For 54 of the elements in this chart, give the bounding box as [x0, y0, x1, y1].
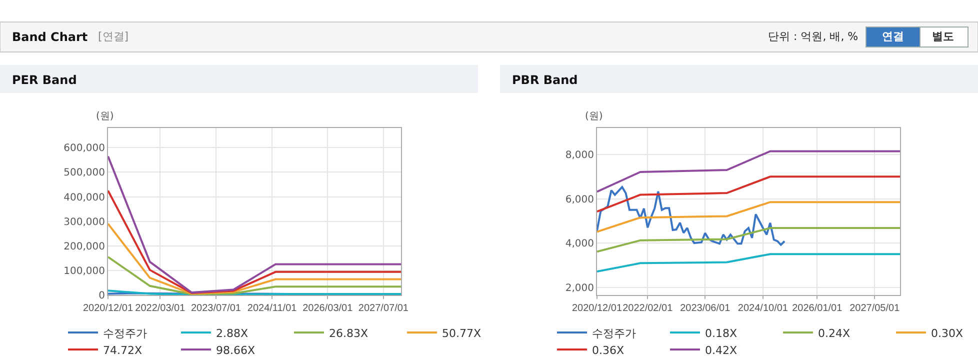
line-series [597, 201, 900, 233]
text: 별도 [932, 30, 954, 43]
line-series [108, 155, 401, 294]
line-series [597, 150, 900, 193]
line-series [597, 253, 900, 273]
text: [연결] [98, 30, 129, 43]
legend-label: 2.88X [216, 326, 248, 340]
y-tick-label: 600,000 [64, 143, 105, 154]
x-tick-label: 2026/03/01 [302, 303, 354, 314]
y-tick-label: 400,000 [64, 192, 105, 204]
legend-label: 0.18X [705, 326, 738, 340]
line-series [108, 222, 401, 295]
legend-label: 수정주가 [592, 326, 636, 340]
x-tick-label: 2022/03/01 [135, 303, 186, 314]
legend-label: 수정주가 [103, 326, 147, 340]
y-tick-label: 300,000 [64, 216, 105, 228]
line-series [108, 256, 401, 295]
legend-label: 0.30X [931, 326, 964, 340]
line-series [597, 186, 786, 246]
x-tick-label: 2027/05/01 [850, 303, 900, 314]
x-tick-label: 2022/02/01 [622, 303, 674, 314]
x-tick-label: 2023/07/01 [190, 303, 242, 314]
x-tick-label: 2026/01/01 [792, 303, 843, 314]
y-axis-title: (원) [585, 111, 603, 122]
legend-label: 26.83X [329, 326, 368, 340]
legend-label: 0.24X [818, 326, 850, 340]
y-tick-label: 6,000 [565, 194, 594, 206]
text: 연결 [882, 30, 904, 43]
line-series [108, 190, 401, 294]
x-tick-label: 2023/06/01 [680, 303, 731, 314]
legend-label: 0.36X [592, 344, 624, 357]
y-tick-label: 8,000 [565, 150, 594, 162]
y-tick-label: 100,000 [64, 266, 105, 277]
legend-label: 50.77X [442, 326, 482, 340]
line-series [597, 176, 900, 213]
y-tick-label: 200,000 [64, 241, 105, 252]
legend-label: 74.72X [103, 344, 142, 357]
x-tick-label: 2024/10/01 [738, 303, 788, 314]
x-tick-label: 2020/12/01 [572, 303, 622, 314]
chart-title: PER Band [12, 73, 77, 87]
chart-title: PBR Band [512, 73, 578, 87]
y-tick-label: 2,000 [565, 282, 594, 294]
y-tick-label: 0 [98, 290, 105, 302]
y-axis-title: (원) [96, 111, 114, 122]
line-series [597, 226, 900, 253]
y-tick-label: 500,000 [64, 168, 105, 179]
x-tick-label: 2020/12/01 [82, 303, 134, 314]
text: 단위 : 억원, 배, % [768, 30, 858, 43]
x-tick-label: 2024/11/01 [247, 303, 298, 314]
legend-label: 0.42X [705, 344, 738, 357]
text: Band Chart [12, 30, 88, 44]
x-tick-label: 2027/07/01 [358, 303, 409, 314]
y-tick-label: 4,000 [565, 238, 594, 250]
legend-label: 98.66X [216, 344, 256, 357]
